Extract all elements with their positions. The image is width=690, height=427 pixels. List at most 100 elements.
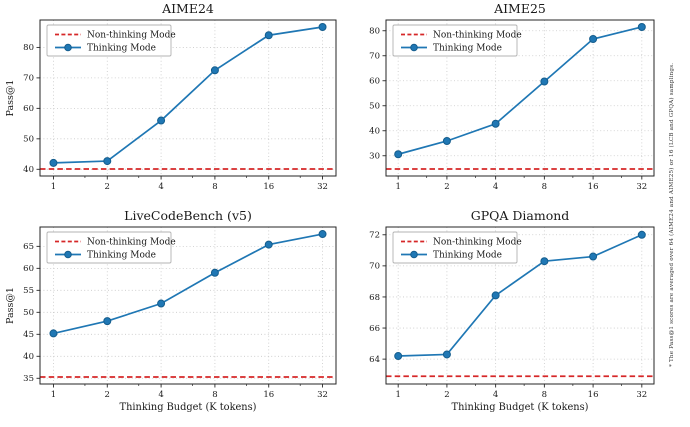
plot-border: [385, 226, 655, 385]
legend: Non-thinking Mode Thinking Mode: [46, 24, 176, 57]
data-point-marker: [540, 257, 549, 266]
legend-thinking-label: Thinking Mode: [87, 44, 156, 54]
y-tick-label: 50: [23, 135, 34, 145]
legend-thinking-marker: [64, 43, 72, 52]
legend-thinking-label: Thinking Mode: [87, 251, 156, 261]
x-tick-label: 2: [444, 182, 449, 192]
legend-non-thinking-label: Non-thinking Mode: [433, 31, 522, 41]
x-tick-label: 16: [588, 390, 599, 400]
y-tick-label: 50: [23, 308, 34, 318]
x-tick-label: 8: [542, 182, 547, 192]
data-point-marker: [442, 350, 451, 359]
thinking-markers: [49, 23, 327, 167]
y-axis-label: Pass@1: [5, 287, 16, 324]
legend: Non-thinking Mode Thinking Mode: [392, 231, 522, 264]
x-tick-label: 4: [493, 182, 498, 192]
y-tick-label: 70: [369, 52, 380, 62]
y-tick-label: 72: [369, 231, 380, 241]
thinking-markers: [394, 230, 646, 361]
data-point-marker: [589, 252, 598, 261]
legend-thinking-marker: [410, 250, 418, 259]
thinking-line: [53, 26, 323, 164]
data-point-marker: [103, 157, 112, 166]
data-point-marker: [442, 137, 451, 145]
y-tick-label: 35: [23, 374, 34, 384]
x-tick-label: 32: [317, 182, 328, 192]
axis-ticks: 1 2 4 8 16 32 64 66 68 70 72: [369, 231, 647, 400]
x-tick-label: 1: [51, 390, 56, 400]
plot-border: [39, 226, 337, 385]
thinking-line: [397, 26, 643, 156]
legend-non-thinking-label: Non-thinking Mode: [433, 238, 522, 248]
y-tick-label: 40: [369, 127, 380, 137]
data-point-marker: [540, 77, 549, 86]
y-tick-label: 30: [369, 152, 380, 162]
x-tick-label: 8: [542, 390, 547, 400]
thinking-line: [53, 233, 323, 335]
y-tick-label: 68: [369, 293, 380, 303]
footnote-vertical: * The Pass@1 scores are averaged over 64…: [669, 62, 675, 368]
x-tick-label: 32: [636, 390, 647, 400]
thinking-markers: [394, 23, 646, 159]
y-tick-label: 45: [23, 330, 34, 340]
data-point-marker: [318, 23, 327, 32]
legend-thinking-label: Thinking Mode: [433, 44, 502, 54]
data-point-marker: [637, 230, 646, 239]
x-tick-label: 16: [588, 182, 599, 192]
y-tick-label: 65: [23, 242, 34, 252]
data-point-marker: [210, 66, 219, 75]
data-point-marker: [264, 240, 273, 249]
y-axis-label: Pass@1: [5, 80, 16, 117]
x-tick-label: 8: [212, 390, 217, 400]
data-point-marker: [157, 116, 166, 125]
x-axis-label: Thinking Budget (K tokens): [452, 402, 589, 413]
x-tick-label: 16: [263, 182, 274, 192]
y-tick-label: 60: [23, 264, 34, 274]
data-point-marker: [491, 291, 500, 300]
y-tick-label: 55: [23, 286, 34, 296]
chart-livecodebench-v5: 1 2 4 8 16 32 35 40 45 50 55 60 65 LiveCodeBench (v5)…: [5, 208, 337, 413]
legend-non-thinking-label: Non-thinking Mode: [87, 31, 176, 41]
data-point-marker: [210, 268, 219, 277]
y-tick-label: 40: [23, 352, 34, 362]
y-tick-label: 64: [369, 355, 380, 365]
chart-title: GPQA Diamond: [471, 208, 570, 223]
chart-gpqa-diamond: 1 2 4 8 16 32 64 66 68 70 72 GPQA Diamond Thinking B…: [369, 208, 655, 413]
plot-border: [39, 19, 337, 177]
x-tick-label: 4: [493, 390, 498, 400]
data-point-marker: [394, 150, 403, 159]
axis-ticks: 1 2 4 8 16 32 40 50 60 70 80: [23, 43, 328, 192]
chart-title: AIME24: [161, 1, 214, 16]
data-point-marker: [318, 230, 327, 239]
legend: Non-thinking Mode Thinking Mode: [392, 24, 522, 57]
data-point-marker: [103, 317, 112, 326]
y-tick-label: 60: [23, 104, 34, 114]
legend-thinking-marker: [64, 250, 72, 259]
data-point-marker: [491, 119, 500, 128]
data-point-marker: [49, 158, 58, 167]
data-point-marker: [49, 329, 58, 338]
y-tick-label: 80: [23, 43, 34, 53]
plot-border: [385, 19, 655, 177]
legend: Non-thinking Mode Thinking Mode: [46, 231, 176, 264]
axis-ticks: 1 2 4 8 16 32 30 40 50 60 70 80: [369, 27, 647, 192]
y-tick-label: 60: [369, 77, 380, 87]
axis-ticks: 1 2 4 8 16 32 35 40 45 50 55 60 65: [23, 242, 328, 400]
data-point-marker: [637, 23, 646, 31]
data-point-marker: [589, 35, 598, 43]
x-tick-label: 32: [317, 390, 328, 400]
x-tick-label: 4: [158, 390, 163, 400]
y-tick-label: 70: [23, 74, 34, 84]
chart-title: LiveCodeBench (v5): [124, 208, 252, 223]
x-tick-label: 2: [444, 390, 449, 400]
x-tick-label: 1: [51, 182, 56, 192]
legend-thinking-label: Thinking Mode: [433, 251, 502, 261]
x-tick-label: 1: [395, 182, 400, 192]
x-tick-label: 2: [105, 390, 110, 400]
x-axis-label: Thinking Budget (K tokens): [120, 402, 257, 413]
y-tick-label: 70: [369, 262, 380, 272]
chart-aime25: 1 2 4 8 16 32 30 40 50 60 70 80 AIME25 Non-thinking M…: [369, 1, 655, 192]
thinking-line: [398, 233, 643, 357]
